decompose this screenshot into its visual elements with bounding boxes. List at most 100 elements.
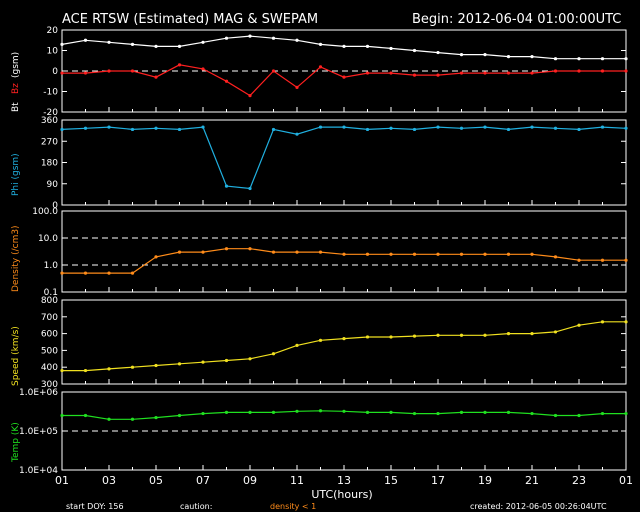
plot-panels: -20 -10 0 10 20 0 90 180 270 360 0.1 1.0 10.0 100.0 30… [19,26,628,476]
series-bz-point [224,79,229,83]
x-tick-label: 15 [384,474,398,487]
series-speed-point [83,368,88,373]
series-density-point [271,250,276,254]
series-temp-point [83,413,88,418]
series-bt-point [271,36,276,40]
series-temp-point [600,411,605,416]
x-tick-label: 05 [149,474,163,487]
series-bz-point [483,71,487,75]
series-density-point [224,247,229,251]
series-bt-point [530,55,534,59]
series-bz-point [600,69,605,73]
panel-frame [61,210,627,293]
series-speed-point [130,365,135,369]
series-temp-point [530,411,534,416]
series-temp-point [436,411,440,416]
bt-label: Bt [11,102,21,112]
y-tick-label: 400 [41,363,58,373]
series-bt-point [483,53,487,57]
x-tick-label: 01 [55,474,69,487]
x-tick-label: 01 [619,474,633,487]
y-tick-label: 100.0 [32,207,58,217]
series-temp-point [154,416,158,420]
begin-time: Begin: 2012-06-04 01:00:00UTC [412,12,621,27]
series-phi-point [412,127,417,132]
series-speed-point [624,320,628,324]
series-speed-point [107,367,111,371]
series-temp-point [412,411,417,416]
series-phi-point [107,125,111,129]
series-phi-point [459,126,464,130]
y-tick-label: 1.0 [44,261,59,271]
density-caution-note: density < 1 [270,502,316,511]
series-speed-point [271,352,276,356]
y-tick-label: 10 [47,47,59,57]
series-phi-point [295,132,299,136]
y-tick-label: 0.1 [44,288,58,298]
series-bt-point [224,36,229,40]
series-bz-point [365,71,370,75]
gsm-label: (gsm) [11,52,21,78]
y-tick-label: 500 [41,346,58,356]
y-tick-label: 1.0E+04 [19,466,58,476]
series-density-point [318,250,323,254]
series-density-point [577,258,581,262]
series-phi-point [83,126,88,130]
series-bt-point [201,40,205,44]
series-speed-point [600,320,605,324]
y-tick-label: 270 [41,137,58,147]
bz-label: Bz [11,83,21,94]
series-speed-point [342,337,346,341]
y-tick-label: 20 [47,26,59,36]
series-temp-point [553,413,558,418]
series-bt-point [436,50,440,55]
series-temp-point [130,417,135,421]
series-density-point [130,271,135,275]
series-speed-point [412,334,417,338]
series-density-point [60,271,64,275]
series-speed-point [224,358,229,363]
start-doy: start DOY: 156 [66,502,124,511]
series-density-point [459,252,464,256]
y-tick-label: 0 [52,67,58,77]
series-temp-point [107,417,111,421]
series-bz-point [577,69,581,73]
series-phi-point [224,184,229,188]
y-tick-label: -20 [43,108,58,118]
x-tick-label: 17 [431,474,445,487]
series-bz-point [271,69,276,73]
series-speed-point [60,368,64,373]
series-density-point [624,258,628,262]
series-speed-point [295,343,299,347]
series-phi-point [506,127,511,132]
x-axis-label: UTC(hours) [311,488,372,501]
created-time: created: 2012-06-05 00:26:04UTC [470,502,607,511]
x-tick-label: 13 [337,474,351,487]
series-bt-point [177,44,182,49]
y-tick-label: -10 [43,88,58,98]
series-density-point [600,258,605,262]
series-density-point [154,255,158,259]
panel-density: 0.1 1.0 10.0 100.0 [32,207,628,298]
series-bt-point [154,44,158,49]
series-bt-point [577,57,581,61]
series-speed-point [248,357,252,361]
series-temp-point [201,411,205,416]
series-temp-point [248,410,252,414]
series-bz-point [83,71,88,75]
x-tick-label: 03 [102,474,116,487]
series-bz-point [530,71,534,75]
series-bz-point [130,69,135,73]
series-temp-point [342,409,346,413]
series-bt-point [295,38,299,42]
series-speed-point [177,362,182,366]
x-axis-ticks: 01 03 05 07 09 11 13 15 17 19 21 23 01 [55,474,633,487]
bt-bz-ylabel: Bt Bz (gsm) [11,52,21,112]
series-phi-point [318,125,323,129]
panel-frame [61,119,627,206]
series-density-point [436,252,440,256]
series-phi-point [342,125,346,129]
series-density-point [295,250,299,254]
series-bt-point [107,40,111,44]
panel-temp: 1.0E+04 1.0E+05 1.0E+06 [19,388,628,476]
